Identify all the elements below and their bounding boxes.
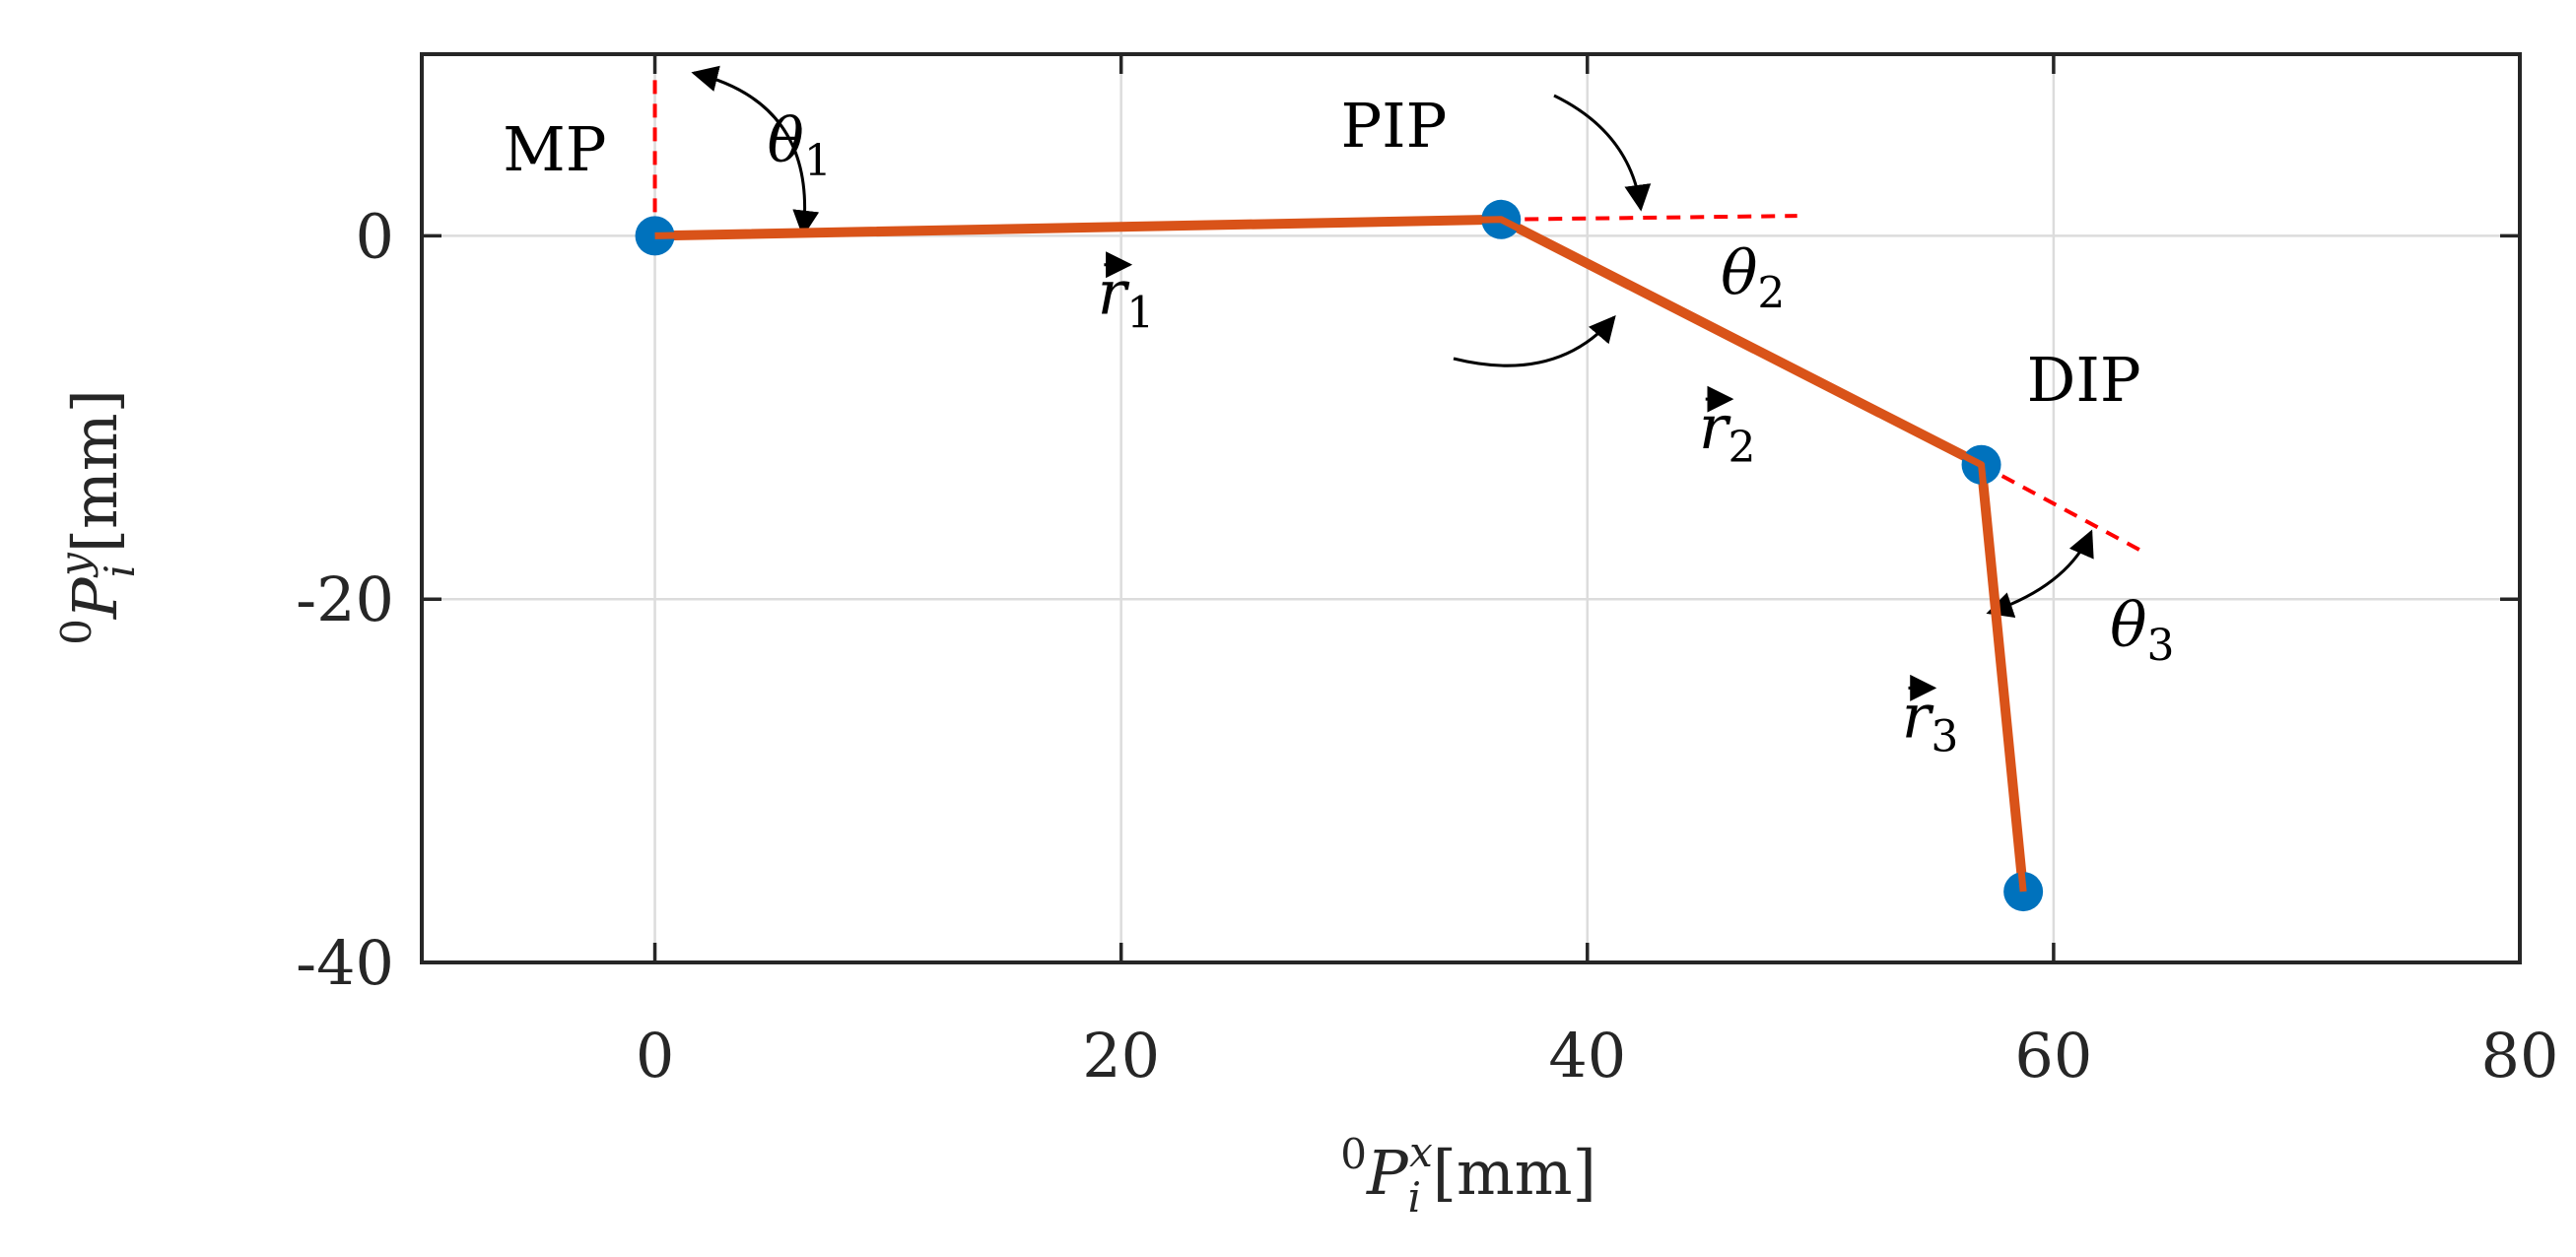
theta3-arrow [1986, 529, 2094, 619]
theta2-arrow-lower [1453, 314, 1616, 367]
axis-ticks [422, 54, 2522, 964]
y-tick-label: 0 [356, 200, 394, 272]
x-tick-label: 60 [2014, 1020, 2092, 1092]
annotations: MP PIP DIP θ1 θ2 θ3 r1 r2 r3 [503, 90, 2174, 761]
reference-line [1980, 462, 2148, 556]
angle-label: θ2 [1721, 236, 1785, 318]
reference-lines [652, 72, 2148, 556]
x-tick-label: 40 [1548, 1020, 1626, 1092]
link-label: r3 [1902, 680, 1959, 761]
link-label: r2 [1699, 391, 1756, 473]
x-tick-labels: 0 20 40 60 80 [636, 1020, 2559, 1092]
y-axis-label: 0Piy[mm] [50, 389, 144, 645]
reference-line [1501, 214, 1797, 222]
joint-label: PIP [1340, 90, 1447, 162]
series-line [654, 214, 2029, 893]
y-tick-label: -40 [296, 927, 394, 999]
series-line-overlay [654, 216, 2027, 893]
y-tick-label: -20 [296, 563, 394, 635]
theta1-arrow [691, 65, 820, 237]
theta2-arrow-upper [1553, 94, 1652, 212]
plot-frame [420, 52, 2522, 964]
angle-label: θ3 [2110, 589, 2174, 671]
x-tick-label: 0 [636, 1020, 674, 1092]
angle-arrows [691, 65, 2094, 619]
y-tick-labels: -40 -20 0 [296, 200, 394, 999]
finger-links [654, 214, 2029, 893]
x-tick-label: 20 [1082, 1020, 1160, 1092]
x-axis-label: 0Pix[mm] [1340, 1128, 1596, 1222]
joint-label: MP [503, 113, 606, 185]
joint-markers [635, 199, 2044, 912]
joint-label: DIP [2027, 344, 2141, 416]
link-label: r1 [1098, 257, 1155, 339]
angle-label: θ1 [768, 104, 832, 186]
x-tick-label: 80 [2481, 1020, 2559, 1092]
grid [422, 54, 2522, 964]
